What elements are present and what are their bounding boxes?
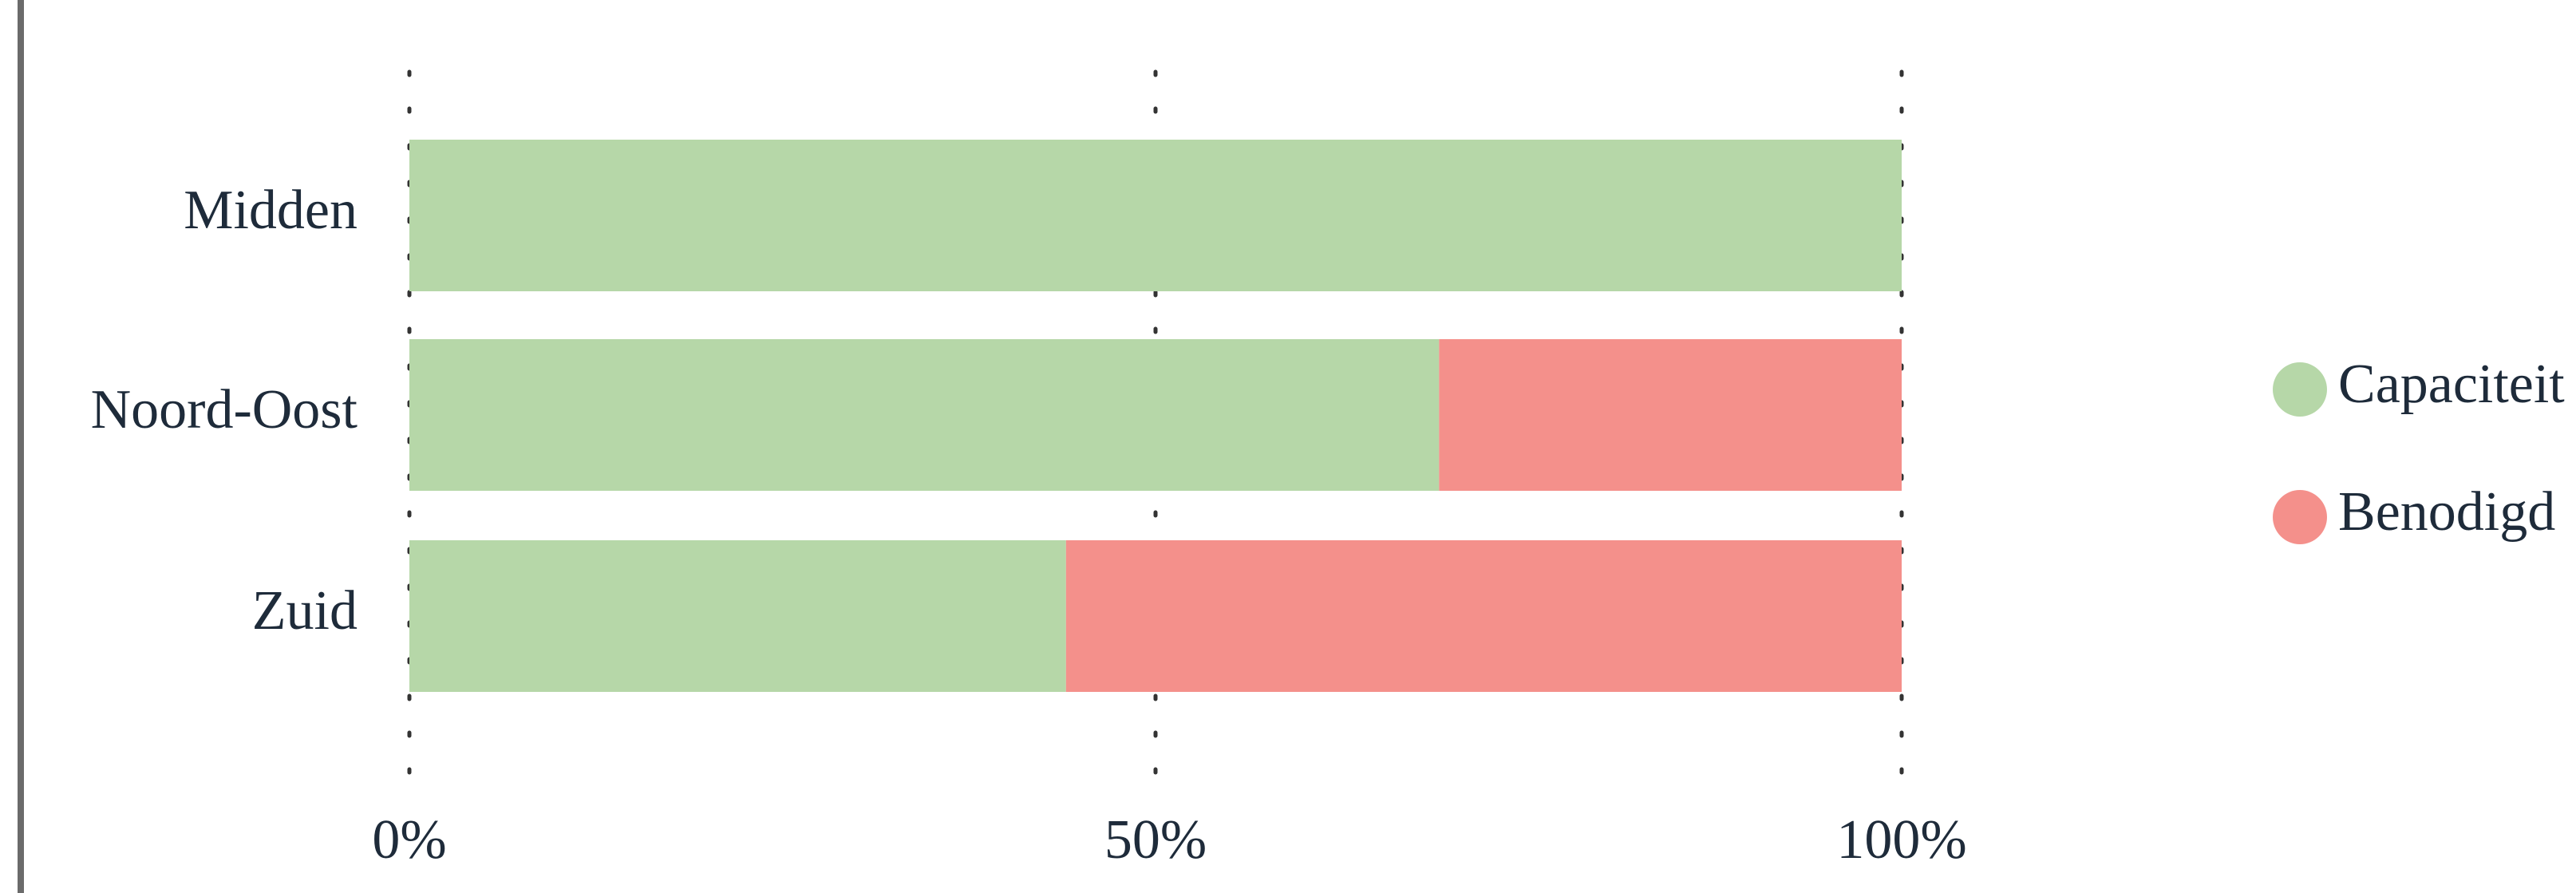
category-label: Noord-Oost xyxy=(91,379,358,441)
legend-label-capaciteit: Capaciteit xyxy=(2338,354,2565,415)
legend-marker-capaciteit xyxy=(2273,362,2327,417)
bar-midden-capaciteit xyxy=(409,140,1902,291)
category-label: Zuid xyxy=(252,580,358,642)
legend: Capaciteit Benodigd xyxy=(2273,354,2565,544)
x-axis-tick-labels: 0% 50% 100% xyxy=(372,809,1966,871)
bar-zuid-capaciteit xyxy=(409,540,1066,692)
legend-label-benodigd: Benodigd xyxy=(2338,481,2555,543)
x-tick-label: 0% xyxy=(372,809,446,871)
bar-noord-oost-capaciteit xyxy=(409,339,1440,491)
bar-zuid-benodigd xyxy=(1065,540,1902,692)
category-label: Midden xyxy=(184,180,358,241)
x-tick-label: 50% xyxy=(1104,809,1207,871)
bar-noord-oost-benodigd xyxy=(1439,339,1902,491)
category-labels: Midden Noord-Oost Zuid xyxy=(91,180,358,642)
legend-marker-benodigd xyxy=(2273,490,2327,544)
left-border xyxy=(18,0,24,893)
x-tick-label: 100% xyxy=(1836,809,1966,871)
bars xyxy=(409,140,1902,692)
